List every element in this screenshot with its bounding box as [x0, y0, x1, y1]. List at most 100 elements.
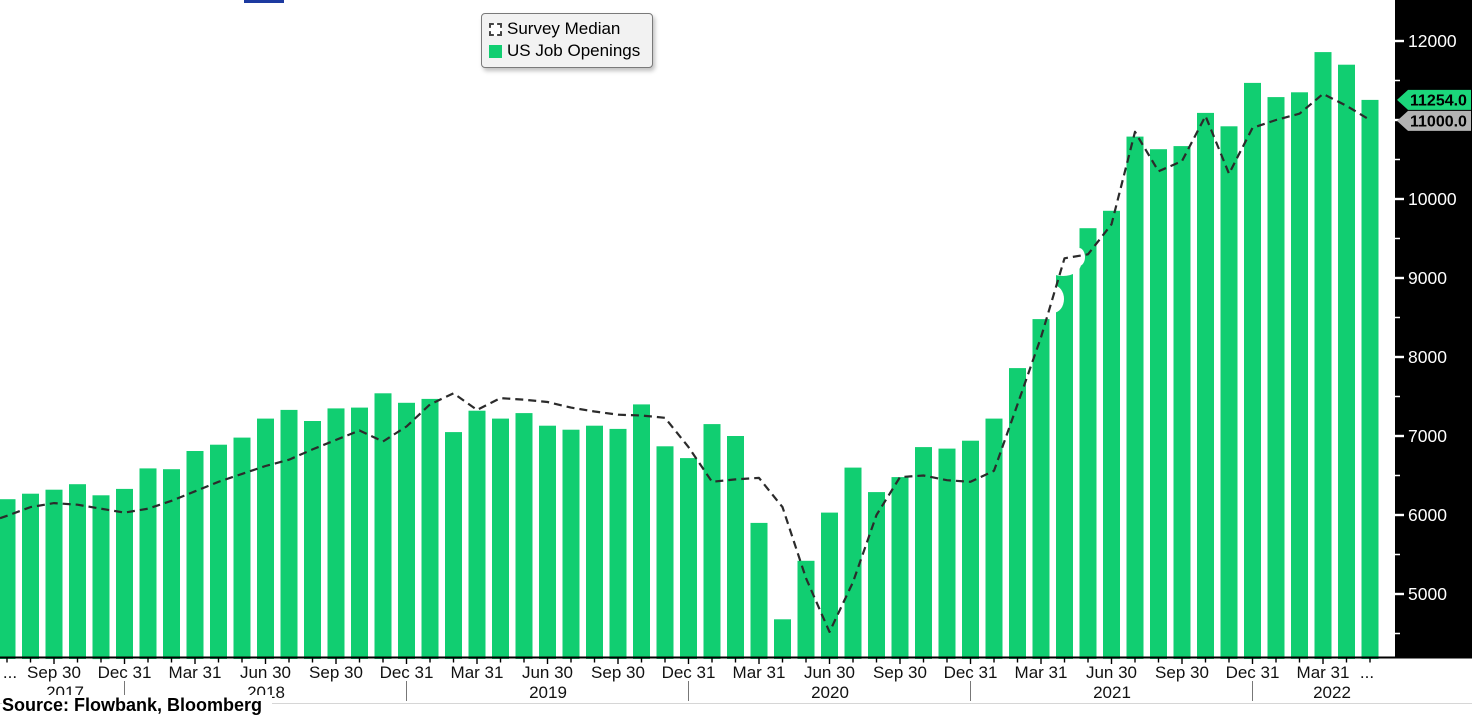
bar[interactable]	[468, 410, 486, 659]
bar[interactable]	[445, 432, 462, 659]
y-tick-label: 12000	[1408, 31, 1457, 51]
bar[interactable]	[750, 522, 768, 659]
bar[interactable]	[985, 418, 1003, 659]
bar[interactable]	[633, 404, 650, 659]
legend-item-survey-median: Survey Median	[489, 18, 640, 40]
bar[interactable]	[774, 619, 791, 659]
y-axis-panel: 5000600070008000900010000110001200011254…	[1395, 0, 1472, 658]
bar[interactable]	[374, 393, 392, 659]
bar[interactable]	[304, 421, 321, 659]
survey-median-line[interactable]	[0, 92, 1371, 634]
bar[interactable]	[1032, 319, 1050, 659]
bar[interactable]	[1244, 82, 1261, 659]
x-tick-label: Dec 31	[1226, 663, 1280, 682]
bar[interactable]	[868, 492, 885, 659]
us-job-openings-swatch-icon	[489, 44, 502, 58]
last-value-badge: 11254.0	[1397, 89, 1471, 110]
bar[interactable]	[210, 444, 227, 659]
bar[interactable]	[562, 429, 580, 659]
bar[interactable]	[1314, 52, 1332, 660]
bar[interactable]	[0, 499, 16, 659]
bar[interactable]	[680, 458, 697, 659]
y-tick-label: 5000	[1408, 584, 1447, 604]
legend-item-us-job-openings: US Job Openings	[489, 40, 640, 62]
legend-label-survey-median: Survey Median	[507, 19, 621, 38]
bar[interactable]	[139, 468, 157, 659]
bar[interactable]	[492, 418, 509, 659]
last-value-badge: 11000.0	[1397, 110, 1471, 131]
bar[interactable]	[844, 467, 862, 659]
x-year-label: 2022	[1313, 683, 1351, 702]
bar[interactable]	[1126, 136, 1144, 660]
bars-series[interactable]	[0, 52, 1379, 660]
x-tick-label: Jun 30	[1086, 663, 1137, 682]
bar[interactable]	[1009, 368, 1026, 659]
bar[interactable]	[1079, 228, 1097, 659]
bar[interactable]	[962, 440, 979, 659]
x-tick-label: Dec 31	[944, 663, 998, 682]
bar[interactable]	[233, 437, 251, 659]
svg-text:11254.0: 11254.0	[1410, 92, 1467, 109]
bar[interactable]	[821, 512, 838, 659]
watermark-logo	[896, 95, 1085, 313]
bar[interactable]	[92, 495, 110, 660]
bar[interactable]	[22, 493, 39, 659]
bar[interactable]	[280, 409, 298, 659]
bar[interactable]	[586, 425, 603, 659]
bar[interactable]	[891, 477, 909, 659]
x-tick-label: Dec 31	[98, 663, 152, 682]
bar[interactable]	[1267, 97, 1285, 660]
bar[interactable]	[1056, 270, 1073, 659]
x-tick-label: Sep 30	[27, 663, 81, 682]
x-year-label: 2020	[811, 683, 849, 702]
bar[interactable]	[1197, 112, 1214, 659]
svg-text:11000.0: 11000.0	[1410, 113, 1467, 130]
bar[interactable]	[1338, 64, 1355, 659]
bar[interactable]	[398, 402, 415, 659]
bar[interactable]	[915, 447, 932, 659]
legend-label-us-job-openings: US Job Openings	[507, 41, 641, 60]
chart-legend[interactable]: Survey Median US Job Openings	[481, 13, 654, 68]
bar[interactable]	[1361, 99, 1379, 659]
x-tick-label: Sep 30	[873, 663, 927, 682]
bar[interactable]	[1291, 92, 1308, 659]
bar[interactable]	[351, 407, 368, 659]
bar[interactable]	[257, 418, 274, 659]
bar[interactable]	[421, 398, 439, 659]
y-tick-label: 6000	[1408, 505, 1447, 525]
bar[interactable]	[69, 484, 86, 659]
x-tick-label: Jun 30	[240, 663, 291, 682]
x-tick-label: Sep 30	[309, 663, 363, 682]
y-tick-label: 10000	[1408, 189, 1457, 209]
bar[interactable]	[163, 469, 180, 659]
bar[interactable]	[186, 451, 204, 659]
bar[interactable]	[1173, 146, 1191, 660]
bar[interactable]	[703, 424, 721, 659]
bar[interactable]	[116, 488, 133, 659]
x-tick-label: Mar 31	[169, 663, 222, 682]
bar[interactable]	[327, 408, 345, 659]
top-blue-strip	[244, 0, 284, 3]
bar[interactable]	[539, 425, 556, 659]
x-tick-label: Jun 30	[804, 663, 855, 682]
bar[interactable]	[938, 448, 956, 659]
bar[interactable]	[609, 428, 627, 659]
bar[interactable]	[656, 446, 674, 659]
x-tick-label: Mar 31	[733, 663, 786, 682]
bar[interactable]	[1220, 126, 1238, 660]
x-tick-label: Mar 31	[451, 663, 504, 682]
bar[interactable]	[797, 560, 815, 659]
bar[interactable]	[1103, 210, 1120, 659]
x-ellipsis-trailing: ...	[1360, 663, 1374, 682]
bar[interactable]	[515, 413, 533, 659]
x-tick-label: Mar 31	[1015, 663, 1068, 682]
bar[interactable]	[1150, 149, 1167, 659]
bar[interactable]	[727, 436, 744, 659]
bar[interactable]	[45, 489, 63, 659]
survey-median-dashed-box-icon	[489, 22, 502, 36]
x-tick-label: Jun 30	[522, 663, 573, 682]
y-tick-label: 7000	[1408, 426, 1447, 446]
x-tick-label: Dec 31	[662, 663, 716, 682]
